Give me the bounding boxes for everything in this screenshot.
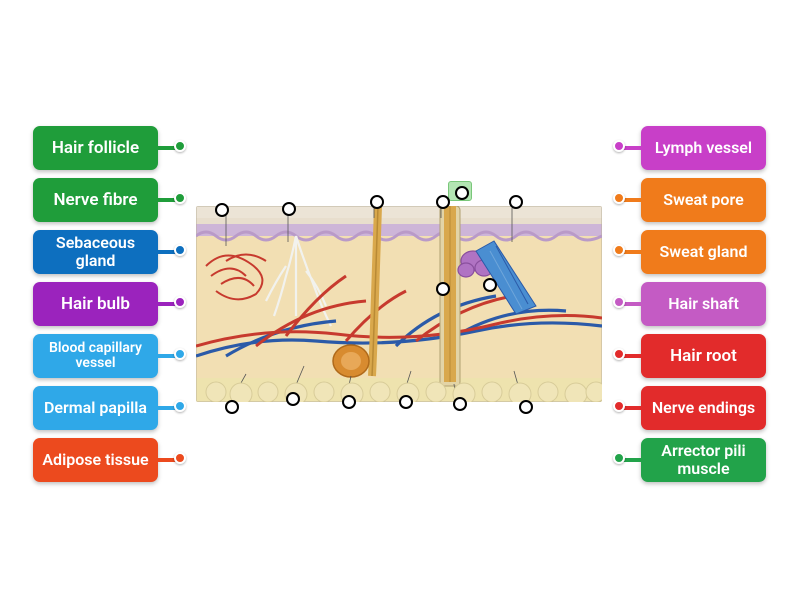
connector: [619, 302, 641, 306]
connector-dot-icon: [174, 192, 186, 204]
connector: [158, 406, 180, 410]
connector: [619, 406, 641, 410]
diagram-marker[interactable]: [399, 395, 413, 409]
label-adipose-tissue[interactable]: Adipose tissue: [33, 438, 158, 482]
left-label-column: Hair follicle Nerve fibre Sebaceous glan…: [33, 126, 158, 482]
label-text: Hair follicle: [52, 139, 139, 158]
connector-dot-icon: [174, 348, 186, 360]
label-sweat-gland[interactable]: Sweat gland: [641, 230, 766, 274]
diagram-marker[interactable]: [453, 397, 467, 411]
connector-dot-icon: [613, 140, 625, 152]
connector: [158, 198, 180, 202]
connector-dot-icon: [174, 400, 186, 412]
diagram-marker[interactable]: [342, 395, 356, 409]
label-text: Hair shaft: [668, 295, 739, 313]
label-text: Hair bulb: [61, 295, 130, 314]
label-text: Blood capillary vessel: [39, 341, 152, 372]
connector-dot-icon: [613, 244, 625, 256]
label-blood-capillary-vessel[interactable]: Blood capillary vessel: [33, 334, 158, 378]
label-hair-shaft[interactable]: Hair shaft: [641, 282, 766, 326]
diagram-marker[interactable]: [282, 202, 296, 216]
label-lymph-vessel[interactable]: Lymph vessel: [641, 126, 766, 170]
label-sebaceous-gland[interactable]: Sebaceous gland: [33, 230, 158, 274]
label-text: Nerve fibre: [53, 191, 137, 210]
connector: [158, 302, 180, 306]
connector: [158, 354, 180, 358]
label-arrector-pili-muscle[interactable]: Arrector pili muscle: [641, 438, 766, 482]
diagram-marker[interactable]: [215, 203, 229, 217]
right-label-column: Lymph vessel Sweat pore Sweat gland Hair…: [641, 126, 766, 482]
connector: [619, 146, 641, 150]
label-text: Nerve endings: [652, 399, 755, 417]
label-nerve-endings[interactable]: Nerve endings: [641, 386, 766, 430]
connector-dot-icon: [613, 452, 625, 464]
connector-dot-icon: [613, 348, 625, 360]
diagram-marker[interactable]: [286, 392, 300, 406]
connector: [619, 198, 641, 202]
skin-diagram-svg: [196, 206, 602, 402]
connector-dot-icon: [613, 400, 625, 412]
connector-dot-icon: [613, 296, 625, 308]
diagram-marker[interactable]: [455, 186, 469, 200]
connector-dot-icon: [613, 192, 625, 204]
connector: [619, 250, 641, 254]
connector: [158, 146, 180, 150]
label-text: Hair root: [670, 347, 737, 366]
label-nerve-fibre[interactable]: Nerve fibre: [33, 178, 158, 222]
diagram-marker[interactable]: [519, 400, 533, 414]
diagram-marker[interactable]: [225, 400, 239, 414]
skin-diagram: [196, 206, 602, 402]
label-hair-bulb[interactable]: Hair bulb: [33, 282, 158, 326]
label-text: Lymph vessel: [655, 139, 752, 157]
diagram-marker[interactable]: [483, 278, 497, 292]
label-dermal-papilla[interactable]: Dermal papilla: [33, 386, 158, 430]
connector-dot-icon: [174, 244, 186, 256]
connector: [158, 458, 180, 462]
diagram-marker[interactable]: [436, 282, 450, 296]
diagram-marker[interactable]: [509, 195, 523, 209]
label-sweat-pore[interactable]: Sweat pore: [641, 178, 766, 222]
connector: [619, 458, 641, 462]
connector-dot-icon: [174, 140, 186, 152]
diagram-marker[interactable]: [436, 195, 450, 209]
label-text: Dermal papilla: [44, 399, 147, 417]
label-text: Sweat pore: [663, 191, 743, 209]
connector: [619, 354, 641, 358]
label-text: Arrector pili muscle: [647, 442, 760, 477]
connector-dot-icon: [174, 296, 186, 308]
connector-dot-icon: [174, 452, 186, 464]
label-text: Sebaceous gland: [39, 234, 152, 269]
diagram-marker[interactable]: [370, 195, 384, 209]
connector: [158, 250, 180, 254]
label-text: Adipose tissue: [42, 451, 148, 469]
label-hair-root[interactable]: Hair root: [641, 334, 766, 378]
label-text: Sweat gland: [660, 243, 748, 261]
label-hair-follicle[interactable]: Hair follicle: [33, 126, 158, 170]
